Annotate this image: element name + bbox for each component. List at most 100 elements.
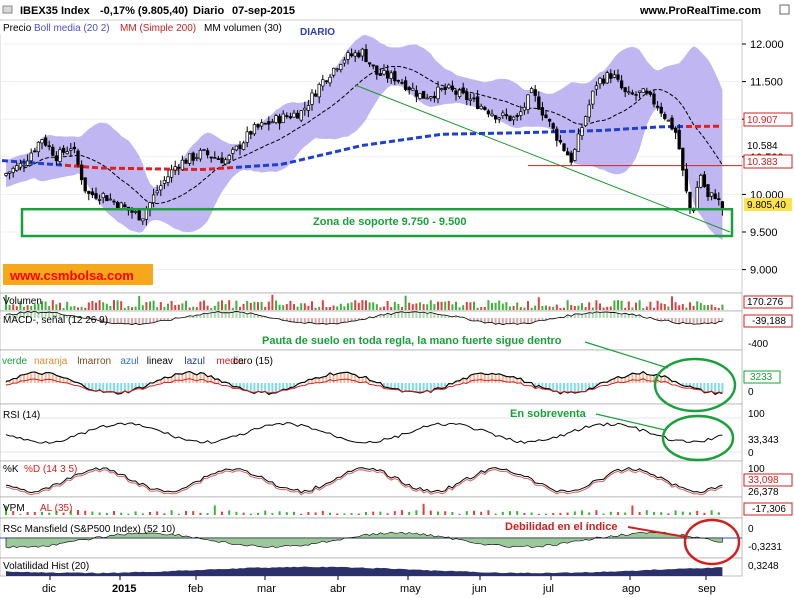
cero-bar	[249, 383, 252, 392]
volume-bar	[602, 307, 605, 310]
candle	[58, 149, 62, 162]
cero-bar	[401, 383, 403, 392]
candle	[4, 173, 8, 176]
vpm-bar	[77, 510, 79, 515]
candle	[33, 150, 37, 153]
macd-bar	[624, 313, 627, 318]
volume-bar	[66, 301, 69, 310]
volume-bar	[717, 307, 720, 310]
candle	[655, 105, 660, 108]
cero-bar	[195, 375, 198, 383]
candle	[166, 176, 170, 183]
volume-value: 170.276	[747, 297, 784, 308]
cero-bar	[102, 383, 105, 392]
volume-bar	[379, 307, 382, 310]
candle	[324, 80, 329, 83]
vpm-bar	[41, 511, 43, 515]
rsi-title: RSI (14)	[3, 410, 40, 421]
volume-bar	[33, 304, 36, 310]
macd-bar	[213, 312, 216, 318]
volume-bar	[307, 305, 310, 310]
candle	[317, 84, 321, 98]
macd-bar	[343, 318, 346, 323]
macd-bar	[714, 318, 717, 324]
cero-bar	[372, 381, 375, 383]
cero-bar	[285, 383, 288, 390]
candle	[238, 144, 242, 150]
vpm-bar	[170, 510, 173, 515]
macd-bar	[98, 318, 101, 321]
vpm-bar	[689, 512, 691, 515]
macd-bar	[325, 318, 328, 325]
candle	[375, 65, 379, 75]
vpm-bar	[357, 513, 360, 515]
cero-bar	[689, 383, 691, 386]
vpm-bar	[19, 513, 22, 515]
candle	[303, 107, 307, 111]
vpm-bar	[192, 511, 195, 515]
volume-bar	[48, 306, 51, 310]
macd-value: -39,188	[752, 316, 786, 327]
x-tick-label: 2015	[112, 583, 136, 595]
cero-bar	[289, 383, 292, 388]
bollinger-middle	[5, 66, 723, 205]
volume-bar	[555, 304, 558, 310]
candle	[339, 64, 343, 70]
volume-bar	[282, 305, 285, 310]
vpm-bar	[667, 513, 670, 515]
volume-bar	[501, 303, 504, 310]
subpanel-frame	[0, 403, 743, 462]
macd-bar	[152, 318, 155, 323]
vpm-bar	[213, 505, 216, 515]
volume-bar	[206, 305, 209, 310]
header-site[interactable]: www.ProRealTime.com	[639, 5, 761, 17]
cero-bar	[433, 383, 436, 389]
candle	[425, 97, 429, 100]
macd-bar	[314, 318, 317, 324]
macd-bar	[494, 318, 497, 325]
volume-bar	[365, 300, 367, 310]
cero-bar	[437, 383, 439, 388]
volume-bar	[609, 306, 612, 310]
cero-bar	[350, 374, 353, 383]
cero-bar	[66, 378, 69, 383]
cero-bar	[620, 378, 623, 383]
bollinger-band	[6, 34, 723, 241]
pauta-circle	[653, 357, 737, 413]
menu-icon[interactable]	[2, 5, 13, 14]
volume-bar	[487, 300, 490, 310]
x-tick-label: may	[400, 583, 421, 595]
volume-bar	[91, 300, 94, 310]
volume-bar	[62, 307, 65, 310]
candle	[328, 76, 332, 84]
cero-bar	[293, 383, 295, 387]
candle	[15, 165, 19, 171]
volume-bar	[303, 303, 306, 310]
macd-bar	[566, 314, 569, 318]
volume-bar	[15, 306, 18, 310]
macd-bar	[541, 318, 544, 321]
candle	[393, 71, 397, 82]
macd-bar	[663, 318, 666, 321]
cero-bar	[559, 383, 562, 393]
cero-bar	[411, 383, 414, 391]
vpm-bar	[113, 511, 115, 515]
vpm-bar	[278, 511, 281, 515]
volume-bar	[235, 300, 238, 310]
macd-bar	[527, 318, 529, 324]
window-box-icon[interactable]	[779, 4, 790, 15]
macd-bar	[455, 315, 457, 318]
vpm-bar	[559, 512, 562, 515]
cero-bar	[19, 375, 22, 383]
vpm-bar	[710, 510, 713, 515]
candle	[515, 115, 519, 117]
vpm-bar	[429, 510, 432, 515]
label-last: 9.805,40	[747, 200, 786, 211]
x-tick-label: feb	[188, 583, 203, 595]
macd-bar	[30, 312, 33, 318]
volume-bar	[577, 305, 580, 310]
rsc-value: -0,3231	[748, 542, 782, 553]
macd-bar	[689, 318, 691, 324]
macd-bar	[671, 318, 673, 323]
